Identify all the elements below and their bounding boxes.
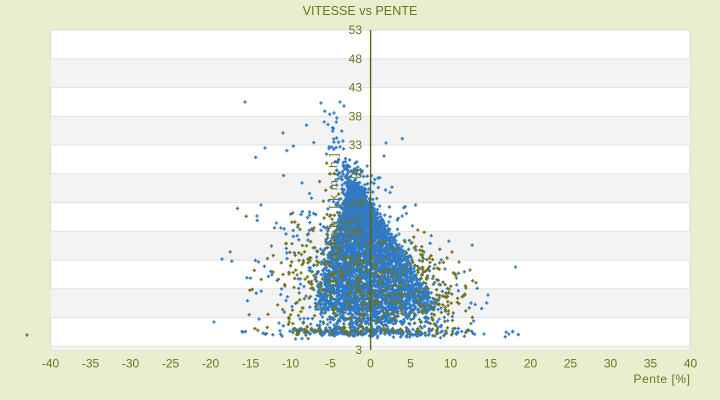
svg-text:53: 53: [349, 23, 363, 37]
svg-text:25: 25: [564, 357, 578, 371]
svg-text:38: 38: [349, 110, 363, 124]
svg-text:-20: -20: [202, 357, 220, 371]
svg-text:3: 3: [355, 343, 362, 357]
svg-text:13: 13: [349, 253, 363, 267]
svg-text:33: 33: [349, 138, 363, 152]
svg-text:23: 23: [349, 196, 363, 210]
svg-text:VITESSE vs PENTE: VITESSE vs PENTE: [303, 4, 418, 18]
svg-text:20: 20: [524, 357, 538, 371]
svg-text:48: 48: [349, 52, 363, 66]
svg-text:8: 8: [355, 282, 362, 296]
svg-text:28: 28: [349, 167, 363, 181]
svg-text:18: 18: [349, 225, 363, 239]
svg-text:10: 10: [444, 357, 458, 371]
svg-text:5: 5: [407, 357, 414, 371]
svg-text:30: 30: [604, 357, 618, 371]
svg-text:-10: -10: [282, 357, 300, 371]
svg-text:43: 43: [349, 81, 363, 95]
svg-text:35: 35: [644, 357, 658, 371]
svg-text:-35: -35: [82, 357, 100, 371]
svg-text:40: 40: [684, 357, 698, 371]
svg-text:Vitesse [km/h]: Vitesse [km/h]: [327, 149, 341, 287]
svg-text:3: 3: [355, 311, 362, 325]
svg-text:15: 15: [484, 357, 498, 371]
svg-text:-5: -5: [325, 357, 336, 371]
svg-text:Pente [%]: Pente [%]: [634, 372, 691, 386]
svg-text:-30: -30: [122, 357, 140, 371]
svg-text:-40: -40: [42, 357, 60, 371]
svg-text:-15: -15: [242, 357, 260, 371]
svg-text:-25: -25: [162, 357, 180, 371]
svg-text:0: 0: [367, 357, 374, 371]
